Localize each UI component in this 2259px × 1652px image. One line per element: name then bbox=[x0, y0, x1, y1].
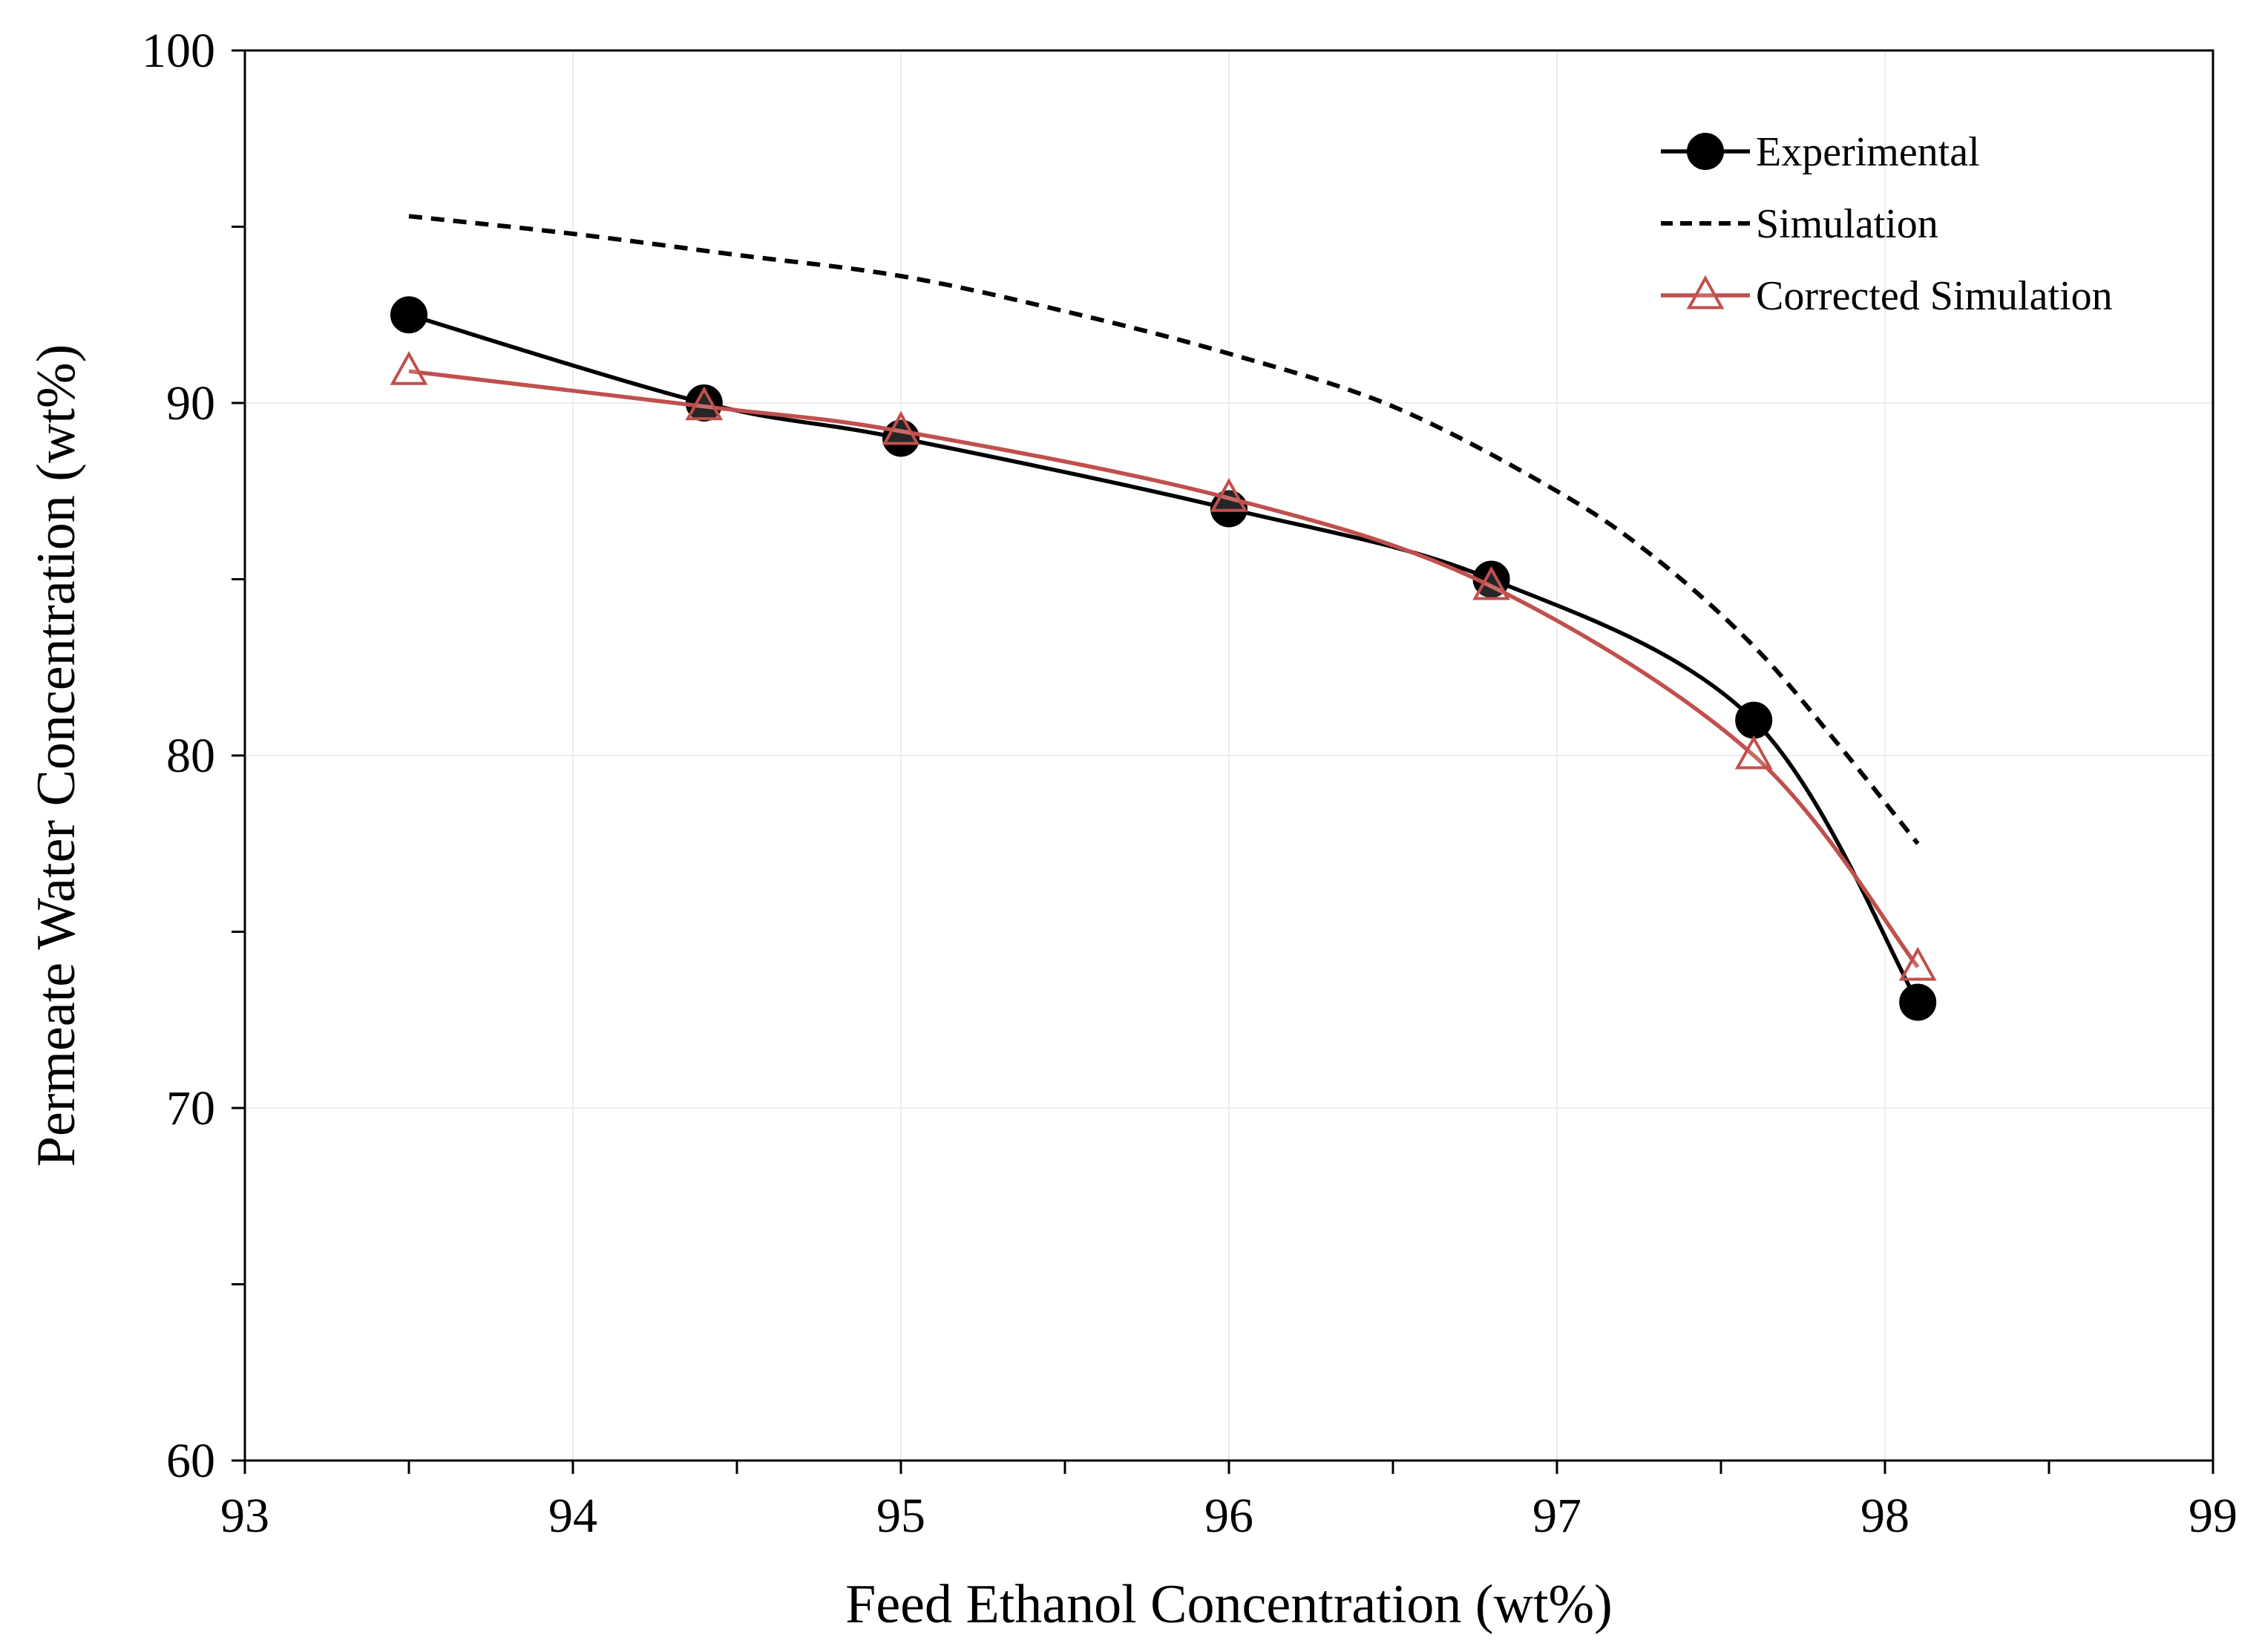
legend-marker-corrected-simulation bbox=[1686, 275, 1725, 309]
x-tick-label: 93 bbox=[220, 1489, 269, 1543]
x-tick-label: 95 bbox=[876, 1489, 925, 1543]
y-tick-label: 60 bbox=[166, 1434, 215, 1488]
data-point-corrected-simulation bbox=[1898, 946, 1937, 981]
legend-marker-experimental bbox=[1687, 133, 1724, 170]
series-line-corrected-simulation bbox=[408, 369, 1920, 968]
data-point-experimental bbox=[1899, 983, 1937, 1021]
x-tick-label: 96 bbox=[1204, 1489, 1253, 1543]
data-point-corrected-simulation bbox=[1472, 566, 1510, 600]
series-corrected-simulation bbox=[390, 351, 1937, 981]
y-axis-title: Permeate Water Concentration (wt%) bbox=[26, 344, 87, 1167]
legend: Experimental Simulation Corrected Simulati… bbox=[1661, 129, 2113, 319]
legend-label-simulation: Simulation bbox=[1756, 201, 1938, 247]
axis-ticks bbox=[232, 49, 2214, 1474]
data-point-experimental bbox=[1735, 701, 1773, 739]
data-point-corrected-simulation bbox=[882, 410, 920, 445]
x-tick-label: 94 bbox=[548, 1489, 597, 1543]
x-tick-label: 99 bbox=[2188, 1489, 2237, 1543]
legend-label-corrected-simulation: Corrected Simulation bbox=[1756, 273, 2113, 319]
y-tick-label: 80 bbox=[166, 729, 215, 783]
data-point-corrected-simulation bbox=[1210, 478, 1248, 512]
x-tick-label: 97 bbox=[1532, 1489, 1581, 1543]
legend-label-experimental: Experimental bbox=[1756, 129, 1980, 175]
data-point-corrected-simulation bbox=[390, 351, 428, 385]
x-axis-title: Feed Ethanol Concentration (wt%) bbox=[845, 1574, 1613, 1635]
x-tick-label: 98 bbox=[1860, 1489, 1909, 1543]
y-tick-label: 100 bbox=[142, 24, 215, 78]
y-tick-label: 90 bbox=[166, 376, 215, 430]
data-point-corrected-simulation bbox=[1734, 735, 1773, 770]
y-tick-label: 70 bbox=[166, 1081, 215, 1135]
data-point-experimental bbox=[390, 296, 427, 334]
data-point-corrected-simulation bbox=[685, 386, 724, 421]
